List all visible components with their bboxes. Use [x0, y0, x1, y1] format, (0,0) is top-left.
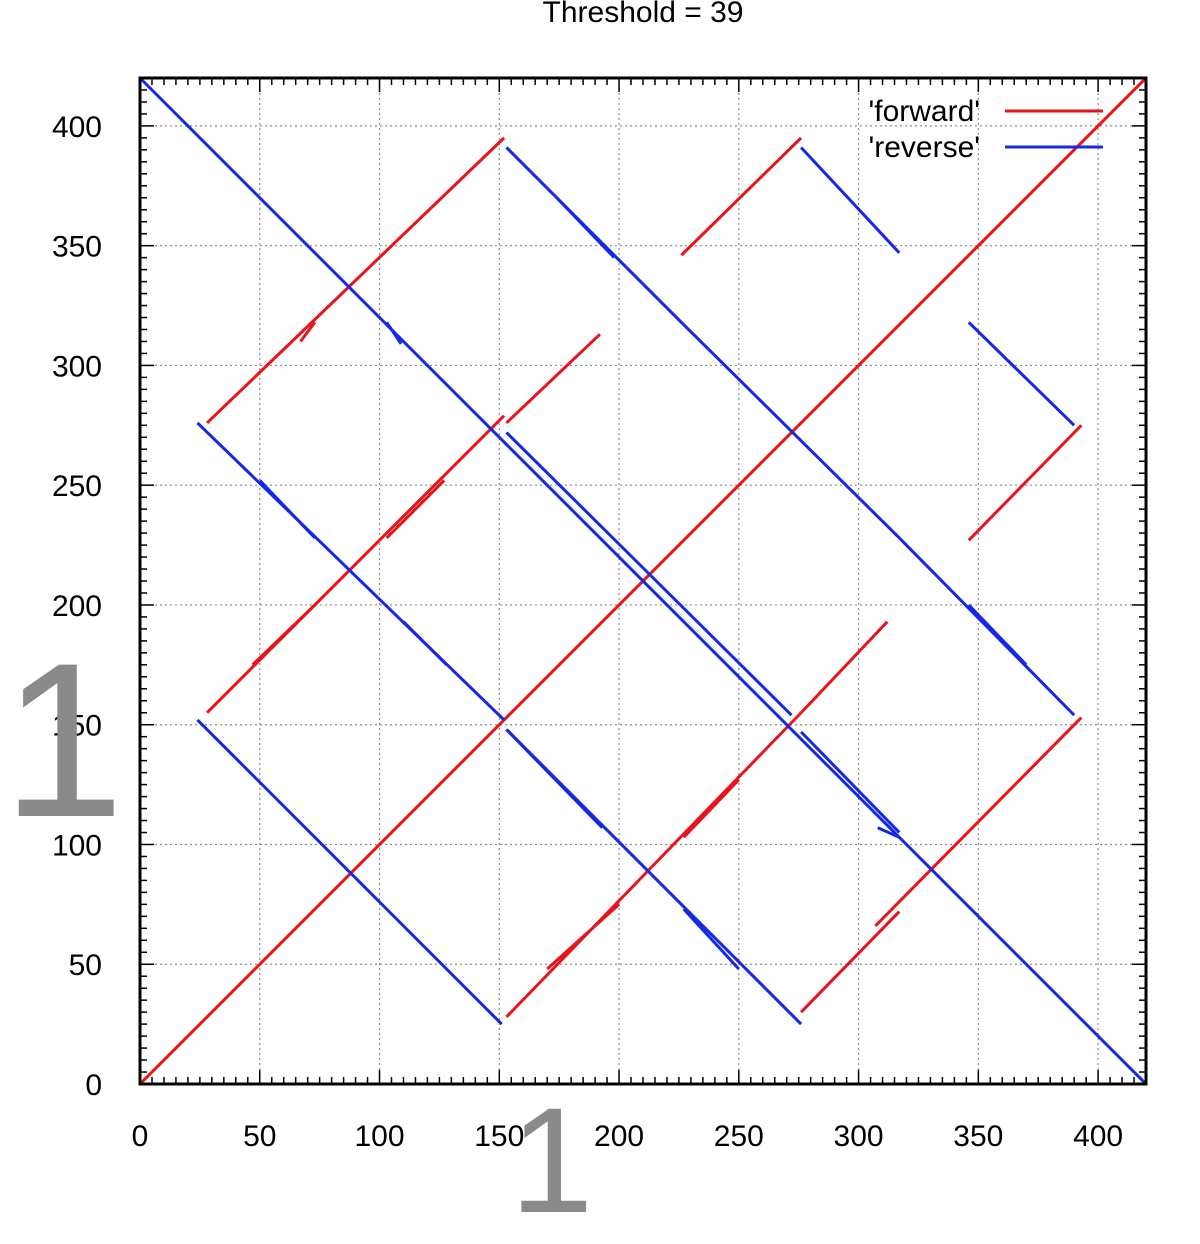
y-tick-label: 0	[85, 1069, 102, 1102]
y-tick-label: 400	[52, 111, 102, 144]
match-segment	[555, 196, 616, 259]
x-tick-label: 50	[243, 1120, 276, 1153]
match-segment	[874, 716, 1083, 927]
series-reverse	[138, 76, 1148, 1086]
y-tick-label: 50	[69, 949, 102, 982]
y-tick-label: 350	[52, 231, 102, 264]
match-segment	[682, 908, 740, 971]
match-segment	[138, 76, 1148, 1086]
match-segment	[799, 146, 901, 254]
legend-label-forward: 'forward'	[869, 95, 981, 128]
y-tick-label: 200	[52, 590, 102, 623]
match-segment	[680, 136, 803, 257]
match-segment	[799, 620, 889, 714]
y-tick-label: 100	[52, 829, 102, 862]
legend: 'forward' 'reverse'	[869, 95, 1103, 164]
x-tick-label: 200	[594, 1120, 644, 1153]
x-tick-labels: 0 50 100 150 200 250 300 350 400	[132, 1120, 1123, 1153]
x-tick-label: 400	[1073, 1120, 1123, 1153]
match-segment	[258, 479, 316, 539]
match-segment	[877, 826, 900, 839]
y-tick-labels: 0 50 100 150 200 250 300 350 400	[52, 111, 102, 1102]
match-segment	[505, 333, 601, 425]
match-segment	[385, 321, 403, 345]
match-segment	[196, 718, 503, 1026]
match-segment	[967, 424, 1083, 542]
match-segment	[967, 321, 1076, 427]
y-tick-label: 300	[52, 350, 102, 383]
match-segment	[251, 603, 316, 666]
x-tick-label: 0	[132, 1120, 149, 1153]
match-segment	[898, 536, 1076, 717]
match-segment	[402, 620, 448, 666]
match-segment	[800, 910, 901, 1014]
dot-plot-chart: Threshold = 39 0 50 100 150 200 250 300 350 400 …	[52, 0, 1148, 1153]
match-segment	[385, 479, 446, 539]
chart-title: Threshold = 39	[543, 0, 744, 29]
match-segment	[546, 903, 621, 971]
y-tick-label: 150	[52, 710, 102, 743]
match-segment	[505, 431, 793, 717]
y-tick-label: 250	[52, 470, 102, 503]
match-segment	[505, 711, 803, 1018]
match-segment	[682, 778, 740, 839]
series-layer	[138, 76, 1148, 1086]
series-forward	[138, 76, 1148, 1086]
match-segment	[967, 603, 1028, 666]
x-tick-label: 150	[474, 1120, 524, 1153]
x-tick-label: 350	[953, 1120, 1003, 1153]
plot-frame	[138, 76, 1148, 1086]
match-segment	[505, 728, 803, 1026]
legend-label-reverse: 'reverse'	[869, 131, 981, 164]
match-segment	[206, 136, 506, 424]
match-segment	[800, 730, 901, 834]
match-segment	[196, 421, 506, 722]
match-segment	[682, 323, 901, 539]
x-tick-label: 300	[834, 1120, 884, 1153]
x-tick-label: 100	[354, 1120, 404, 1153]
match-segment	[299, 321, 317, 343]
x-tick-label: 250	[714, 1120, 764, 1153]
match-segment	[206, 414, 506, 714]
